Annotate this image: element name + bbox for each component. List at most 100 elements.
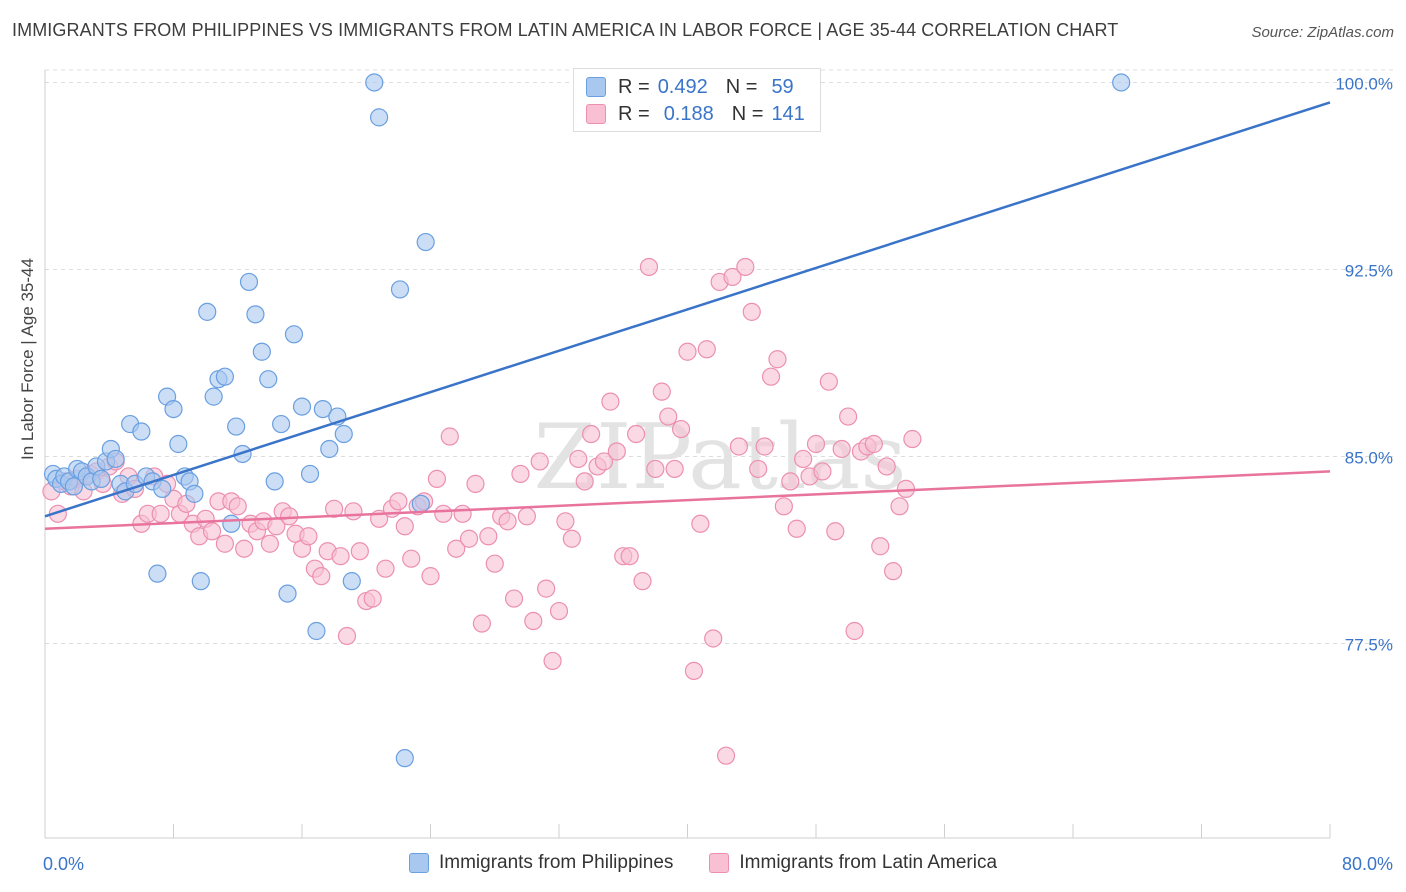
philippines-point xyxy=(169,434,188,454)
latin-america-point xyxy=(556,512,575,531)
philippines-point xyxy=(191,572,210,591)
n-value: 59 xyxy=(771,75,794,98)
latin-america-point xyxy=(594,452,614,471)
y-axis-label: In Labor Force | Age 35-44 xyxy=(18,258,37,460)
x-tick-label: 80.0% xyxy=(1342,854,1393,874)
philippines-point xyxy=(300,464,320,484)
latin-america-point xyxy=(402,549,421,568)
philippines-point xyxy=(342,572,361,591)
latin-america-point xyxy=(716,746,736,765)
philippines-point xyxy=(148,564,167,583)
philippines-point xyxy=(132,422,151,441)
philippines-point xyxy=(390,280,410,299)
latin-america-point xyxy=(350,542,369,561)
latin-america-point xyxy=(639,257,659,277)
latin-america-point xyxy=(652,382,671,401)
latin-america-point xyxy=(781,472,800,491)
latin-america-point xyxy=(774,497,793,516)
legend-label: Immigrants from Philippines xyxy=(438,852,674,873)
latin-america-point xyxy=(813,462,832,481)
trend-lines xyxy=(44,101,1331,531)
philippines-point xyxy=(278,584,297,603)
latin-america-point xyxy=(877,457,896,476)
latin-america-point xyxy=(215,534,234,553)
latin-america-point xyxy=(395,517,414,536)
latin-america-point xyxy=(819,372,838,391)
latin-america-point xyxy=(376,559,395,578)
latin-america-point xyxy=(260,534,279,553)
latin-america-point xyxy=(575,472,594,491)
latin-america-point xyxy=(312,567,331,586)
latin-america-point xyxy=(537,579,556,598)
r-value: 0.188 xyxy=(663,102,714,125)
latin-america-point xyxy=(421,567,440,586)
grid-lines xyxy=(45,69,1395,644)
philippines-point xyxy=(365,73,384,92)
latin-america-point xyxy=(389,492,408,511)
latin-america-point xyxy=(684,661,704,680)
latin-america-point xyxy=(459,529,479,548)
philippines-point xyxy=(272,414,291,434)
philippines-point xyxy=(292,397,312,416)
source-label: Source: ZipAtlas.com xyxy=(1251,24,1394,41)
latin-america-point xyxy=(344,502,363,521)
latin-america-point xyxy=(504,589,524,608)
philippines-trend-line xyxy=(44,101,1331,518)
philippines-point xyxy=(411,494,430,513)
legend-label: Immigrants from Latin America xyxy=(739,852,998,873)
philippines-swatch-icon xyxy=(586,77,606,97)
latin-america-point xyxy=(440,427,459,446)
latin-america-point xyxy=(659,407,678,426)
philippines-point xyxy=(259,370,278,389)
latin-america-point xyxy=(511,464,530,484)
latin-america-legend-icon xyxy=(709,853,730,873)
philippines-point xyxy=(320,439,339,459)
legend-item-philippines[interactable]: Immigrants from Philippines xyxy=(408,852,674,874)
philippines-point xyxy=(395,749,414,768)
y-tick-label: 85.0% xyxy=(1345,448,1393,467)
latin-america-point xyxy=(729,437,749,456)
philippines-point xyxy=(222,514,241,533)
n-value: 141 xyxy=(771,102,805,125)
philippines-point xyxy=(185,484,204,503)
chart-title: IMMIGRANTS FROM PHILIPPINES VS IMMIGRANT… xyxy=(12,20,1119,40)
y-tick-label: 100.0% xyxy=(1335,74,1393,93)
latin-america-point xyxy=(633,572,652,591)
latin-america-point xyxy=(299,527,318,546)
philippines-point xyxy=(215,367,234,386)
stats-box: R = 0.492 N = 59 R = 0.188 N = 141 xyxy=(573,68,821,132)
latin-america-point xyxy=(607,442,626,461)
philippines-point xyxy=(284,325,304,344)
latin-america-point xyxy=(363,589,382,608)
latin-america-point xyxy=(517,507,536,526)
philippines-point xyxy=(265,472,284,491)
latin-america-point xyxy=(447,539,466,558)
latin-america-point xyxy=(883,562,903,581)
r-label: R = xyxy=(618,102,650,125)
latin-america-point xyxy=(626,424,646,444)
latin-america-point xyxy=(864,434,883,454)
philippines-point xyxy=(246,305,265,324)
latin-america-point xyxy=(646,459,665,479)
philippines-point xyxy=(239,272,259,292)
philippines-point xyxy=(227,417,246,436)
latin-america-point xyxy=(228,497,247,516)
latin-america-point xyxy=(787,519,806,538)
legend-item-latin-america[interactable]: Immigrants from Latin America xyxy=(709,852,997,874)
latin-america-point xyxy=(620,547,639,566)
stats-row-latin-america: R = 0.188 N = 141 xyxy=(586,102,805,126)
philippines-point xyxy=(416,232,435,252)
latin-america-point xyxy=(472,614,491,633)
latin-america-point xyxy=(479,527,498,546)
latin-america-point xyxy=(761,367,781,386)
latin-america-point xyxy=(794,449,813,469)
philippines-point xyxy=(1112,73,1131,92)
philippines-point xyxy=(153,479,172,498)
latin-america-point xyxy=(280,507,299,526)
x-tick-labels: 0.0% 80.0% xyxy=(43,854,1393,874)
latin-america-point xyxy=(742,302,761,321)
philippines-point xyxy=(204,387,223,406)
latin-america-point xyxy=(549,601,569,621)
latin-america-point xyxy=(768,350,787,369)
